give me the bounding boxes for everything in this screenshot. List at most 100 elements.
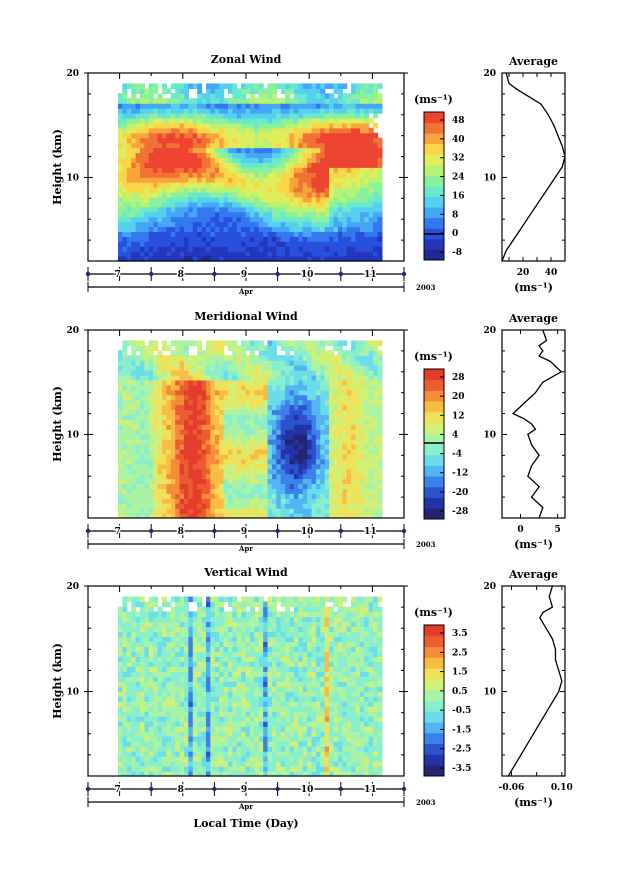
heatmap-cell — [355, 355, 361, 361]
heatmap-cell — [236, 399, 242, 406]
heatmap-cell — [320, 187, 326, 193]
heatmap-cell — [320, 374, 326, 381]
heatmap-cell — [249, 370, 255, 376]
heatmap-cell — [368, 468, 374, 475]
heatmap-cell — [267, 340, 273, 346]
heatmap-cell — [205, 429, 211, 435]
heatmap-cell — [223, 167, 229, 173]
heatmap-cell — [192, 147, 198, 154]
heatmap-cell — [118, 513, 124, 519]
heatmap-cell — [140, 241, 146, 247]
colorbar-swatch — [424, 122, 444, 134]
heatmap-cell — [157, 103, 163, 109]
heatmap-cell — [311, 147, 317, 154]
heatmap-cell — [285, 419, 291, 425]
heatmap-cell — [271, 409, 277, 416]
heatmap-cell — [245, 236, 251, 242]
heatmap-cell — [135, 83, 141, 89]
heatmap-cell — [205, 478, 211, 485]
heatmap-cell — [263, 231, 269, 237]
heatmap-cell — [162, 256, 167, 262]
heatmap-cell — [201, 231, 207, 237]
heatmap-cell — [188, 231, 194, 237]
heatmap-cell — [258, 88, 264, 94]
heatmap-cell — [118, 162, 124, 168]
heatmap-cell — [245, 498, 251, 504]
heatmap-cell — [249, 127, 255, 134]
heatmap-cell — [140, 439, 146, 445]
heatmap-cell — [355, 513, 361, 519]
heatmap-cell — [232, 468, 238, 475]
heatmap-cell — [157, 374, 163, 381]
heatmap-cell — [271, 93, 277, 99]
heatmap-cell — [329, 147, 335, 154]
heatmap-cell — [214, 414, 220, 420]
heatmap-cell — [359, 468, 365, 475]
heatmap-cell — [241, 513, 247, 519]
heatmap-cell — [315, 132, 321, 139]
heatmap-cell — [298, 389, 304, 396]
colorbar-tick-label: 8 — [452, 210, 458, 220]
heatmap-cell — [320, 503, 326, 509]
heatmap-cell — [236, 162, 242, 168]
profile-point — [534, 392, 537, 394]
heatmap-cell — [324, 483, 330, 490]
heatmap-cell — [267, 196, 273, 203]
heatmap-cell — [307, 493, 313, 499]
heatmap-cell — [122, 696, 128, 702]
heatmap-cell — [355, 360, 361, 366]
heatmap-cell — [157, 191, 163, 198]
heatmap-cell — [285, 379, 291, 386]
heatmap-cell — [258, 458, 264, 465]
heatmap-cell — [254, 399, 260, 406]
heatmap-cell — [157, 616, 163, 623]
heatmap-cell — [245, 399, 251, 406]
heatmap-cell — [118, 756, 124, 762]
heatmap-cell — [249, 216, 255, 223]
heatmap-cell — [320, 513, 326, 519]
heatmap-cell — [346, 399, 352, 406]
heatmap-cell — [342, 355, 348, 361]
heatmap-cell — [166, 414, 172, 420]
heatmap-cell — [162, 122, 167, 129]
heatmap-cell — [267, 122, 273, 129]
heatmap-cell — [249, 493, 255, 499]
heatmap-cell — [289, 117, 295, 124]
heatmap-cell — [118, 434, 124, 440]
heatmap-cell — [197, 503, 203, 509]
colorbar-frame — [423, 111, 445, 261]
heatmap-cell — [258, 384, 264, 391]
heatmap-cell — [373, 498, 379, 504]
heatmap-cell — [227, 439, 233, 445]
heatmap-cell — [126, 172, 132, 178]
heatmap-cell — [223, 137, 229, 144]
heatmap-cell — [122, 671, 128, 677]
heatmap-cell — [179, 399, 185, 406]
heatmap-cell — [368, 409, 374, 416]
heatmap-cell — [267, 350, 273, 356]
heatmap-cell — [188, 508, 194, 514]
heatmap-cell — [197, 488, 203, 494]
heatmap-cell — [122, 98, 128, 104]
heatmap-cell — [302, 384, 308, 391]
heatmap-cell — [315, 196, 321, 203]
heatmap-cell — [364, 360, 370, 366]
heatmap-cell — [144, 453, 150, 460]
heatmap-cell — [192, 117, 198, 124]
heatmap-cell — [205, 231, 211, 237]
heatmap-cell — [179, 384, 185, 391]
profile-point — [561, 145, 563, 147]
heatmap-cell — [276, 399, 282, 406]
heatmap-cell — [285, 384, 291, 391]
heatmap-cell — [214, 113, 220, 119]
heatmap-cell — [157, 636, 163, 643]
heatmap-cell — [214, 453, 220, 460]
heatmap-cell — [307, 448, 313, 455]
heatmap-cell — [157, 666, 163, 672]
x-tick-label: 10 — [301, 270, 314, 280]
heatmap-cell — [311, 127, 317, 134]
heatmap-cell — [320, 191, 326, 198]
heatmap-cell — [254, 142, 260, 149]
heatmap-cell — [140, 601, 146, 608]
heatmap-cell — [232, 345, 238, 351]
